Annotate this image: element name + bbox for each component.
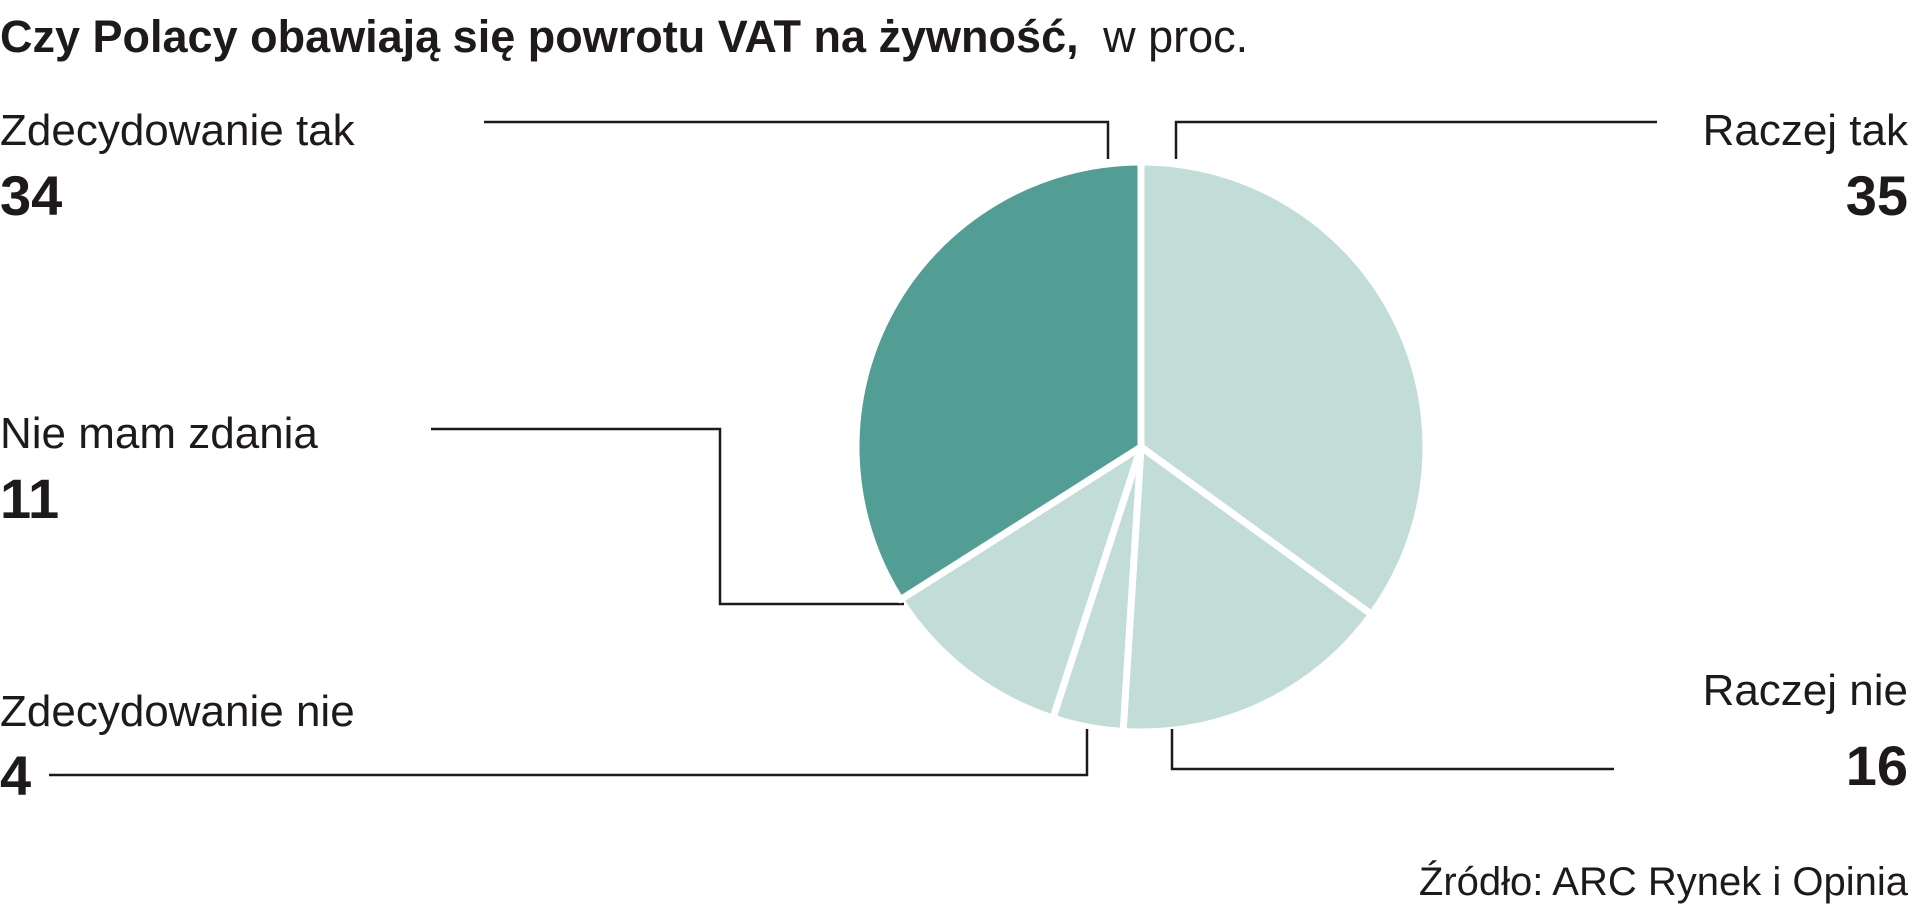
chart-heading: Czy Polacy obawiają się powrotu VAT na ż… [0,11,1248,62]
slice-value: 34 [0,164,62,227]
slice-value: 35 [1846,164,1908,227]
pie-slice [1119,443,1376,736]
slice-value: 16 [1846,734,1908,797]
chart-subtitle: w proc. [1102,11,1248,62]
chart-title: Czy Polacy obawiają się powrotu VAT na ż… [0,11,1079,62]
slice-label: Zdecydowanie tak [0,106,356,155]
pie-slice [852,158,1145,604]
slice-label: Raczej nie [1703,666,1908,715]
leader-line [1170,729,1614,771]
leader-line [49,729,1089,777]
pie-slice [1137,158,1430,619]
slice-label: Raczej tak [1703,106,1909,155]
leader-line [431,427,904,606]
slice-value: 11 [0,467,59,530]
source: Źródło: ARC Rynek i Opinia [1419,859,1909,904]
leader-line [1174,120,1657,159]
slice-label: Nie mam zdania [0,409,318,458]
leader-line [484,120,1110,159]
slice-value: 4 [0,744,31,807]
slice-label: Zdecydowanie nie [0,687,355,736]
pie-slice [896,443,1145,722]
